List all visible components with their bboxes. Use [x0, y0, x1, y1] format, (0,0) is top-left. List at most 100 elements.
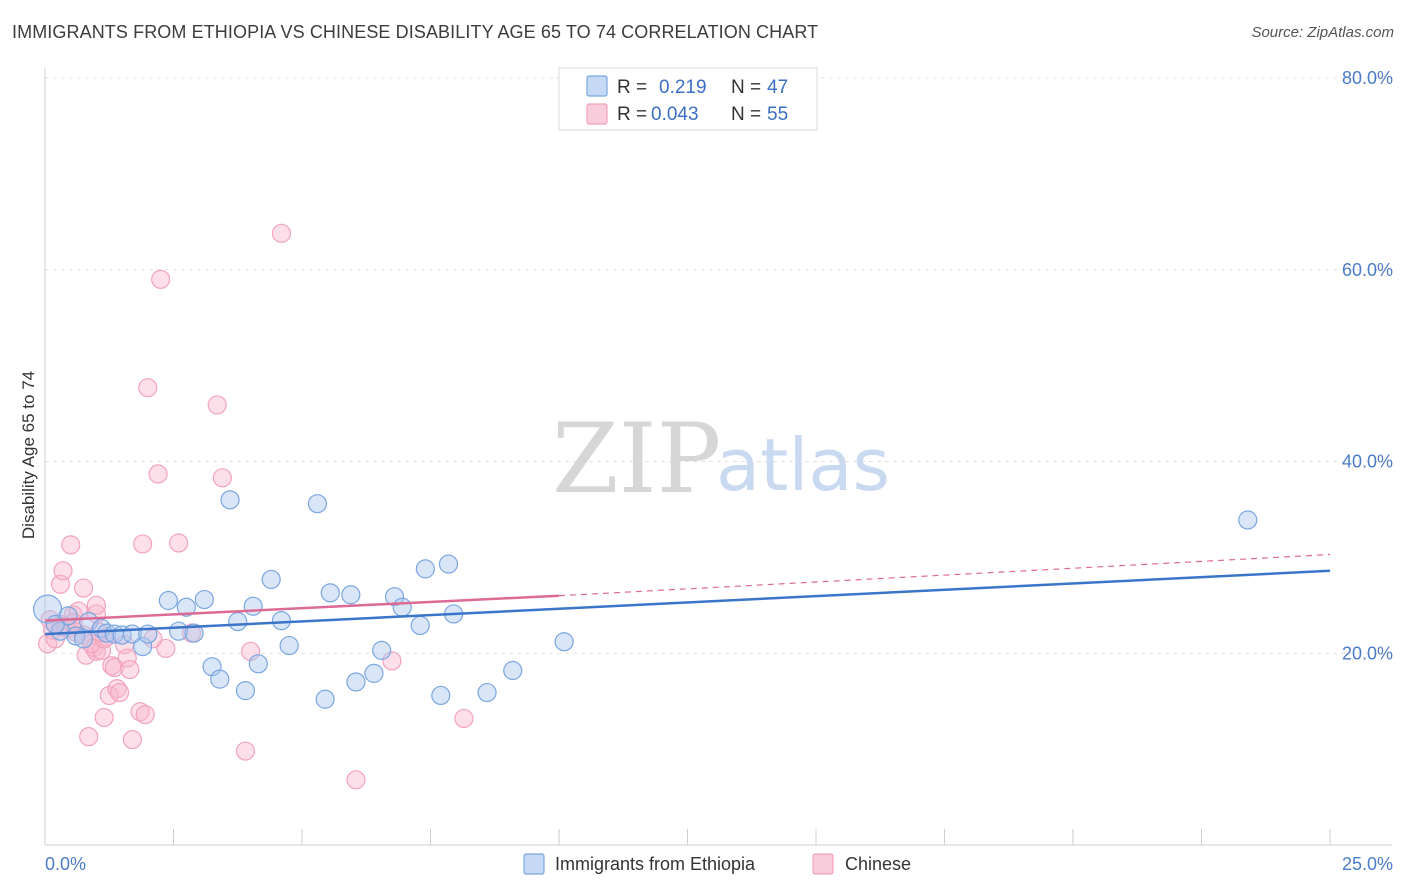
legend-swatch-chinese	[586, 103, 608, 125]
point-chinese-7	[61, 535, 81, 555]
y-tick-labels: 20.0% 40.0% 60.0% 80.0%	[1342, 68, 1393, 663]
watermark-zip: ZIP	[552, 403, 721, 515]
point-ethiopia-42	[477, 682, 497, 703]
series-immigrants-points	[32, 490, 1258, 709]
point-chinese-13	[76, 645, 96, 665]
gridlines	[45, 77, 1392, 654]
point-chinese-14	[79, 727, 99, 747]
point-ethiopia-11	[133, 636, 153, 657]
trend-lines	[44, 553, 1331, 636]
legend-r-value-1: 0.043	[651, 104, 699, 125]
point-chinese-46	[346, 770, 366, 790]
trend-line-chinese	[44, 594, 560, 622]
point-chinese-31	[130, 702, 150, 722]
point-chinese-42	[212, 468, 232, 488]
point-chinese-43	[235, 741, 256, 761]
legend-n-value-0: 47	[767, 77, 788, 98]
point-ethiopia-34	[372, 640, 392, 660]
point-ethiopia-26	[271, 611, 292, 631]
point-ethiopia-23	[243, 596, 263, 616]
point-chinese-28	[117, 648, 137, 668]
point-chinese-30	[122, 729, 142, 750]
point-ethiopia-32	[346, 672, 366, 692]
point-ethiopia-36	[392, 597, 412, 617]
watermark: ZIP atlas	[552, 403, 890, 515]
point-chinese-45	[271, 223, 292, 243]
legend-r-label-1: R =	[617, 104, 647, 125]
legend-swatch-ethiopia	[586, 75, 608, 97]
point-chinese-39	[169, 533, 189, 553]
chart-title: IMMIGRANTS FROM ETHIOPIA VS CHINESE DISA…	[12, 22, 819, 42]
point-ethiopia-20	[220, 490, 240, 510]
point-ethiopia-30	[320, 583, 340, 603]
point-chinese-24	[104, 658, 124, 678]
point-ethiopia-35	[384, 587, 405, 607]
point-chinese-33	[135, 705, 155, 725]
legend-n-label-0: N =	[731, 77, 761, 98]
source-credit: Source: ZipAtlas.com	[1251, 24, 1394, 41]
point-ethiopia-46	[45, 614, 65, 635]
y-tick-label-1: 40.0%	[1342, 452, 1393, 472]
point-chinese-36	[148, 464, 168, 484]
trend-line-chinese-extension	[558, 553, 1331, 597]
point-chinese-20	[94, 707, 114, 728]
point-chinese-34	[138, 378, 158, 398]
point-ethiopia-22	[235, 681, 256, 701]
point-chinese-38	[156, 638, 176, 659]
trend-line-ethiopia	[44, 569, 1331, 636]
series-ethiopia-points	[37, 223, 474, 790]
legend-r-label-0: R =	[617, 77, 647, 98]
point-ethiopia-13	[158, 590, 178, 611]
point-ethiopia-4	[73, 629, 94, 649]
y-tick-label-2: 60.0%	[1342, 260, 1393, 280]
point-ethiopia-15	[176, 597, 196, 617]
legend-n-label-1: N =	[731, 104, 761, 125]
point-ethiopia-24	[248, 654, 268, 674]
bottom-legend-label-ethiopia: Immigrants from Ethiopia	[555, 854, 756, 874]
legend-n-value-1: 55	[767, 104, 788, 125]
x-tick-label-1: 25.0%	[1342, 854, 1393, 874]
bottom-legend-swatch-ethiopia	[523, 853, 545, 875]
point-ethiopia-16	[184, 623, 204, 643]
point-ethiopia-28	[307, 494, 328, 514]
point-ethiopia-40	[438, 554, 459, 574]
y-axis-label: Disability Age 65 to 74	[19, 371, 38, 539]
point-chinese-5	[53, 561, 73, 581]
point-chinese-32	[133, 534, 153, 554]
point-ethiopia-29	[315, 689, 335, 709]
point-chinese-29	[120, 659, 140, 680]
point-chinese-12	[73, 578, 94, 598]
x-tick-labels: 0.0% 25.0%	[45, 854, 1393, 874]
axes	[44, 68, 1392, 846]
y-tick-label-3: 80.0%	[1342, 68, 1393, 88]
point-ethiopia-27	[279, 635, 299, 656]
point-ethiopia-19	[210, 669, 230, 689]
point-chinese-48	[454, 708, 474, 729]
point-ethiopia-33	[364, 663, 384, 683]
bottom-legend-label-chinese: Chinese	[845, 854, 911, 874]
point-chinese-26	[109, 682, 130, 703]
point-ethiopia-45	[1238, 510, 1258, 530]
point-ethiopia-37	[410, 615, 430, 636]
bottom-legend: Immigrants from Ethiopia Chinese	[523, 853, 911, 875]
point-chinese-47	[382, 651, 402, 671]
point-chinese-18	[86, 595, 107, 615]
point-ethiopia-21	[228, 612, 248, 632]
point-ethiopia-31	[341, 585, 361, 605]
point-chinese-37	[151, 269, 171, 289]
legend-box: R = 0.219 N = 47 R = 0.043 N = 55	[558, 67, 818, 131]
point-ethiopia-44	[554, 632, 574, 652]
x-tick-label-0: 0.0%	[45, 854, 86, 874]
watermark-atlas: atlas	[716, 423, 890, 507]
point-chinese-41	[207, 395, 227, 415]
bottom-legend-swatch-chinese	[812, 853, 834, 875]
y-tick-label-0: 20.0%	[1342, 643, 1393, 663]
point-ethiopia-38	[415, 559, 435, 579]
point-ethiopia-7	[97, 623, 117, 643]
point-ethiopia-17	[194, 589, 214, 610]
point-ethiopia-43	[503, 660, 523, 681]
legend-r-value-0: 0.219	[659, 77, 707, 98]
point-ethiopia-39	[431, 685, 451, 706]
point-ethiopia-25	[261, 569, 281, 590]
